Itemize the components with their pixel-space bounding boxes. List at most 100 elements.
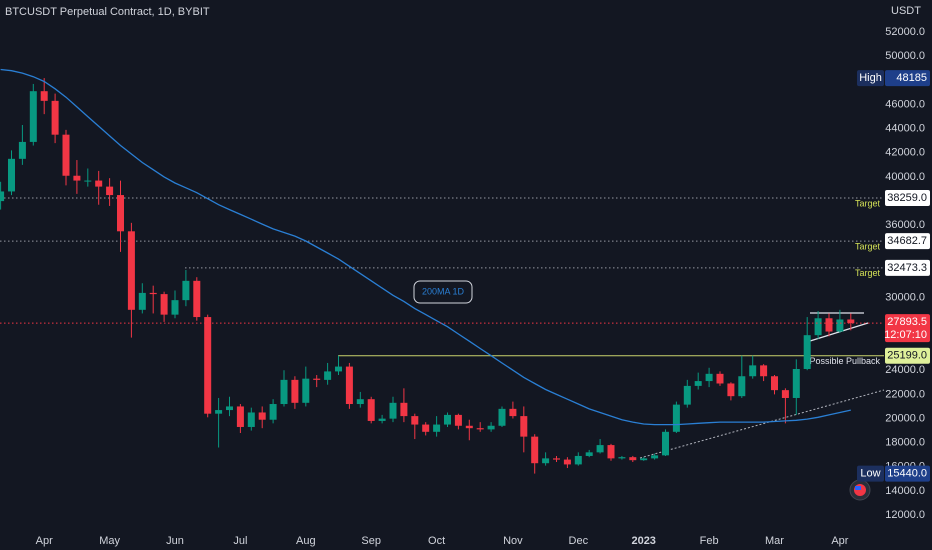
low-value-box	[885, 465, 930, 482]
x-tick-label: Nov	[503, 535, 523, 547]
candle-body	[738, 376, 746, 397]
candle-body	[640, 458, 648, 461]
triangle-bottom	[809, 322, 869, 342]
candle-body	[291, 379, 299, 403]
y-tick-label: 40000.0	[885, 171, 925, 183]
candle-body	[433, 424, 441, 432]
y-tick-label: 18000.0	[885, 437, 925, 449]
candle-body	[345, 366, 353, 405]
y-tick-label: 14000.0	[885, 485, 925, 497]
y-tick-label: 50000.0	[885, 50, 925, 62]
x-tick-label: Oct	[428, 535, 445, 547]
candle-body	[476, 428, 484, 430]
candle-body	[847, 319, 855, 324]
candle-body	[498, 408, 506, 426]
candle-body	[400, 402, 408, 417]
x-tick-label: Apr	[36, 535, 53, 547]
candle-body	[182, 280, 190, 301]
candle-body	[73, 175, 81, 181]
candle-body	[51, 100, 59, 135]
candle-body	[531, 436, 539, 464]
candle-body	[335, 366, 342, 372]
candle-body	[258, 412, 266, 420]
level-box	[885, 347, 930, 364]
y-tick-label: 46000.0	[885, 98, 925, 110]
y-tick-label: 52000.0	[885, 26, 925, 38]
candle-body	[247, 412, 255, 427]
y-tick-label: 22000.0	[885, 388, 925, 400]
candle-body	[563, 459, 571, 465]
candle-body	[662, 431, 669, 456]
currency: USDT	[891, 5, 921, 17]
y-tick-label: 42000.0	[885, 147, 925, 159]
candle-body	[62, 134, 70, 176]
x-tick-label: Dec	[569, 535, 589, 547]
candle-body	[378, 418, 386, 421]
candle-body	[771, 376, 778, 391]
candle-body	[651, 455, 659, 459]
candle-body	[683, 385, 691, 405]
candle-body	[553, 458, 560, 460]
y-tick-label: 24000.0	[885, 364, 925, 376]
candle-body	[694, 381, 702, 386]
candle-body	[324, 371, 332, 380]
candle-body	[226, 406, 233, 411]
candle-body	[781, 390, 789, 398]
candle-body	[574, 455, 582, 465]
candle-body	[727, 383, 735, 397]
candle-body	[836, 319, 844, 332]
y-tick-label: 30000.0	[885, 292, 925, 304]
x-tick-label: Mar	[765, 535, 784, 547]
level-box	[885, 259, 930, 276]
candle-body	[193, 280, 201, 318]
candle-body	[18, 141, 26, 159]
candle-body	[84, 180, 92, 182]
candle-body	[596, 445, 604, 453]
x-tick-label: Aug	[296, 535, 316, 547]
level-note: Target	[855, 268, 881, 278]
candle-body	[117, 195, 124, 232]
x-tick-label: Jul	[233, 535, 247, 547]
y-tick-label: 36000.0	[885, 219, 925, 231]
candle-body	[607, 445, 615, 459]
candle-body	[356, 399, 364, 405]
x-tick-label: Apr	[831, 535, 848, 547]
level-note: Target	[855, 198, 881, 208]
candle-body	[160, 294, 168, 315]
candle-body	[716, 373, 724, 384]
last-price-label: 27893.5	[887, 316, 927, 328]
candle-body	[389, 402, 397, 419]
candle-body	[171, 300, 179, 315]
candle-body	[629, 457, 637, 461]
low-value: 15440.0	[887, 468, 927, 480]
chart-title: BTCUSDT Perpetual Contract, 1D, BYBIT	[5, 6, 210, 18]
x-tick-label: Sep	[361, 535, 381, 547]
candle-body	[0, 191, 5, 202]
candle-body	[825, 318, 833, 332]
level-box	[885, 189, 930, 206]
candle-body	[313, 378, 321, 380]
candle-body	[422, 424, 430, 432]
ma-label: 200MA 1D	[422, 286, 465, 296]
candle-body	[705, 373, 713, 382]
y-tick-label: 12000.0	[885, 509, 925, 521]
candle-body	[149, 292, 157, 295]
x-tick-label: Feb	[700, 535, 719, 547]
level-label: 38259.0	[887, 192, 927, 204]
candle-body	[803, 335, 811, 369]
high-name-box	[857, 70, 884, 87]
candle-body	[444, 414, 451, 425]
candle-body	[618, 457, 626, 459]
high-name: High	[859, 72, 882, 84]
low-name: Low	[860, 468, 880, 480]
candle-body	[127, 231, 135, 310]
candle-body	[749, 365, 757, 377]
candle-body	[814, 318, 822, 336]
y-tick-label: 44000.0	[885, 123, 925, 135]
candle-body	[138, 292, 146, 310]
candle-body	[487, 425, 495, 430]
ma-line	[0, 68, 851, 426]
